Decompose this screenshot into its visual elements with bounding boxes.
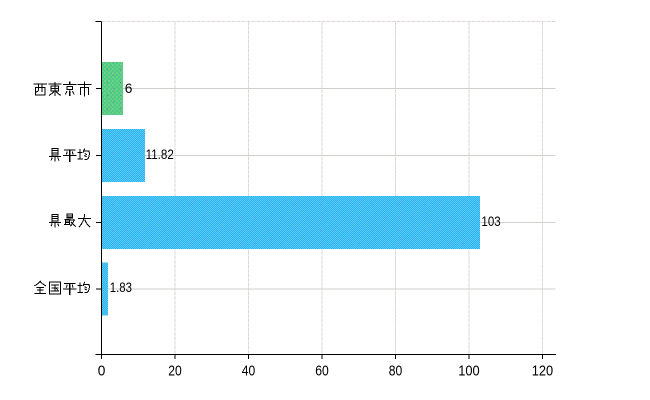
svg-text:11.82: 11.82 [146,147,174,162]
svg-text:103: 103 [481,214,501,229]
svg-text:120: 120 [532,363,553,380]
svg-text:60: 60 [315,363,329,380]
svg-text:100: 100 [458,363,479,380]
svg-text:0: 0 [98,363,106,380]
svg-text:20: 20 [168,363,182,380]
svg-text:80: 80 [389,363,403,380]
svg-text:40: 40 [242,363,256,380]
svg-text:6: 6 [125,81,133,96]
svg-text:1.83: 1.83 [110,280,133,295]
